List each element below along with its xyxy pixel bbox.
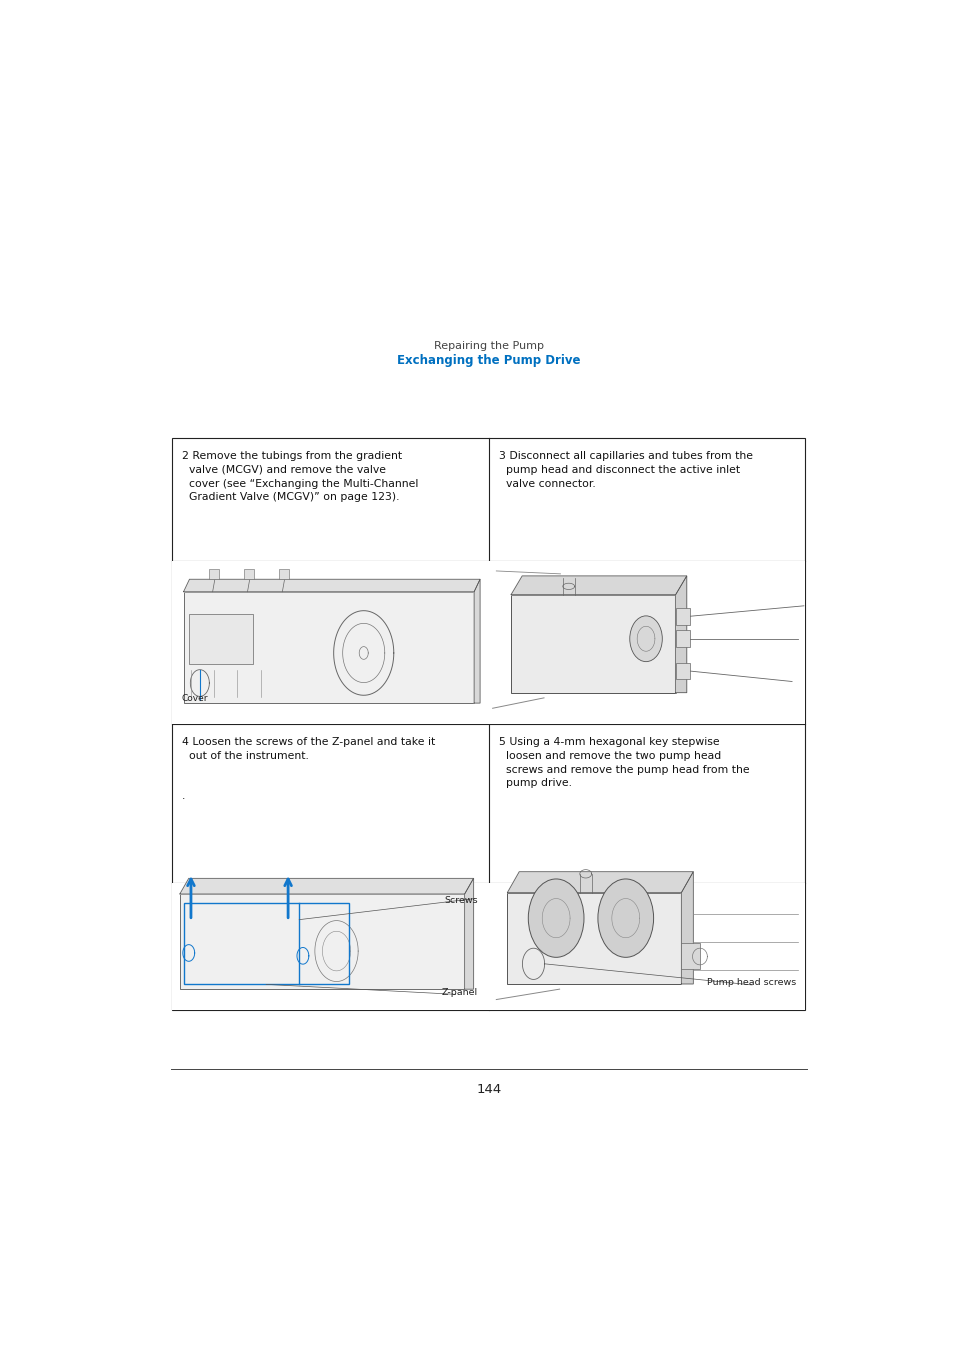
Bar <box>488 884 804 1011</box>
Bar <box>172 561 488 724</box>
Polygon shape <box>180 878 473 894</box>
Bar <box>507 893 680 984</box>
Polygon shape <box>675 576 686 693</box>
Text: Z-panel: Z-panel <box>441 989 477 997</box>
Text: 5 Using a 4-mm hexagonal key stepwise
  loosen and remove the two pump head
  sc: 5 Using a 4-mm hexagonal key stepwise lo… <box>498 738 748 788</box>
Bar <box>488 561 804 724</box>
Text: Repairing the Pump: Repairing the Pump <box>434 342 543 351</box>
Text: Pump head screws: Pump head screws <box>706 978 796 988</box>
Polygon shape <box>464 878 473 989</box>
Polygon shape <box>680 871 693 984</box>
Bar <box>244 569 253 580</box>
Text: 4 Loosen the screws of the Z-panel and take it
  out of the instrument.: 4 Loosen the screws of the Z-panel and t… <box>182 738 435 761</box>
Polygon shape <box>511 576 686 594</box>
Text: 3 Disconnect all capillaries and tubes from the
  pump head and disconnect the a: 3 Disconnect all capillaries and tubes f… <box>498 451 752 489</box>
Circle shape <box>629 616 661 662</box>
Text: Screws: Screws <box>444 896 477 905</box>
Text: .: . <box>182 792 185 801</box>
Bar <box>172 438 804 1011</box>
Bar <box>511 594 675 693</box>
Bar <box>278 569 289 580</box>
Bar <box>675 608 690 624</box>
Bar <box>675 663 690 680</box>
Text: 144: 144 <box>476 1082 501 1096</box>
Bar <box>190 613 253 665</box>
Polygon shape <box>507 871 693 893</box>
Bar <box>180 894 464 989</box>
Bar <box>183 592 474 703</box>
Circle shape <box>598 880 653 958</box>
Bar <box>675 631 690 647</box>
Bar <box>680 943 700 969</box>
Text: Exchanging the Pump Drive: Exchanging the Pump Drive <box>396 354 580 367</box>
Bar <box>183 904 349 985</box>
Bar <box>172 884 488 1011</box>
Bar <box>209 569 219 580</box>
Text: 2 Remove the tubings from the gradient
  valve (MCGV) and remove the valve
  cov: 2 Remove the tubings from the gradient v… <box>182 451 418 503</box>
Circle shape <box>528 880 583 958</box>
Polygon shape <box>183 580 479 592</box>
Text: Cover: Cover <box>181 694 208 703</box>
Polygon shape <box>474 580 479 703</box>
